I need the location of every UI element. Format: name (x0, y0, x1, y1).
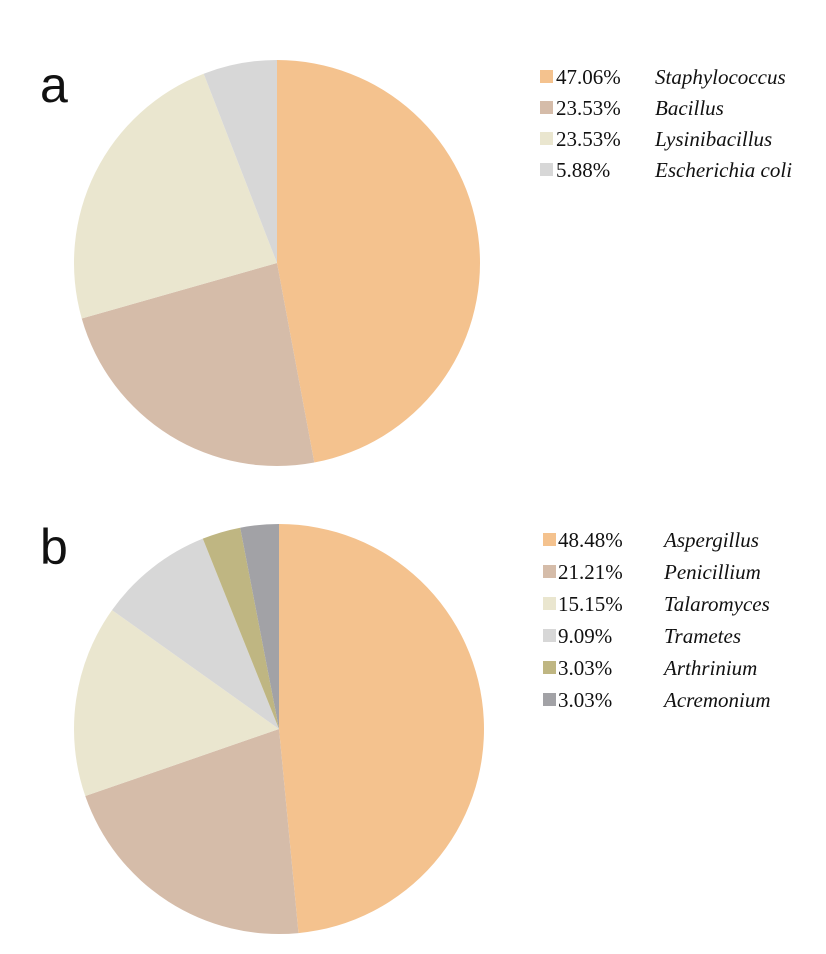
legend-label: Talaromyces (664, 592, 770, 616)
legend-percent: 47.06% (556, 65, 621, 89)
legend-percent: 3.03% (558, 688, 612, 712)
pie-slice-talaromyces (74, 610, 279, 797)
pie-b-slices (74, 524, 485, 934)
legend-swatch (543, 565, 556, 578)
legend-label: Acremonium (662, 688, 771, 712)
pie-slice-bacillus (81, 263, 315, 466)
pie-slice-lysinibacillus (73, 73, 277, 319)
pie-slice-trametes (112, 538, 279, 729)
panel-label-a: a (40, 57, 68, 113)
legend-b: 48.48% Aspergillus 21.21% Penicillium 15.15%… (543, 528, 771, 712)
legend-percent: 48.48% (558, 528, 623, 552)
legend-swatch (540, 132, 553, 145)
legend-percent: 23.53% (556, 127, 621, 151)
legend-label: Bacillus (655, 96, 724, 120)
legend-swatch (540, 101, 553, 114)
legend-percent: 3.03% (558, 656, 612, 680)
legend-swatch (540, 70, 553, 83)
legend-percent: 9.09% (558, 624, 612, 648)
legend-label: Lysinibacillus (654, 127, 772, 151)
legend-a: 47.06% Staphylococcus 23.53% Bacillus 23.53%… (540, 65, 792, 182)
pie-slice-penicillium (85, 729, 299, 934)
legend-label: Penicillium (663, 560, 761, 584)
pie-slice-staphylococcus (277, 60, 481, 463)
legend-swatch (543, 661, 556, 674)
legend-percent: 5.88% (556, 158, 610, 182)
pie-slice-acremonium (240, 524, 279, 729)
legend-swatch (540, 163, 553, 176)
pie-slice-arthrinium (202, 527, 279, 729)
legend-swatch (543, 597, 556, 610)
legend-label: Staphylococcus (655, 65, 786, 89)
legend-swatch (543, 629, 556, 642)
legend-label: Aspergillus (662, 528, 759, 552)
legend-label: Arthrinium (662, 656, 757, 680)
panel-label-b: b (40, 519, 68, 575)
legend-swatch (543, 533, 556, 546)
pie-a-slices (73, 60, 481, 466)
legend-swatch (543, 693, 556, 706)
legend-label: Escherichia coli (654, 158, 792, 182)
pie-slice-escherichia-coli (203, 60, 277, 263)
legend-percent: 23.53% (556, 96, 621, 120)
legend-label: Trametes (664, 624, 741, 648)
pie-chart-b: 48.48% Aspergillus 21.21% Penicillium 15.15%… (74, 524, 771, 934)
pie-slice-aspergillus (279, 524, 485, 934)
legend-percent: 21.21% (558, 560, 623, 584)
pie-chart-a: 47.06% Staphylococcus 23.53% Bacillus 23.53%… (73, 60, 792, 466)
legend-percent: 15.15% (558, 592, 623, 616)
